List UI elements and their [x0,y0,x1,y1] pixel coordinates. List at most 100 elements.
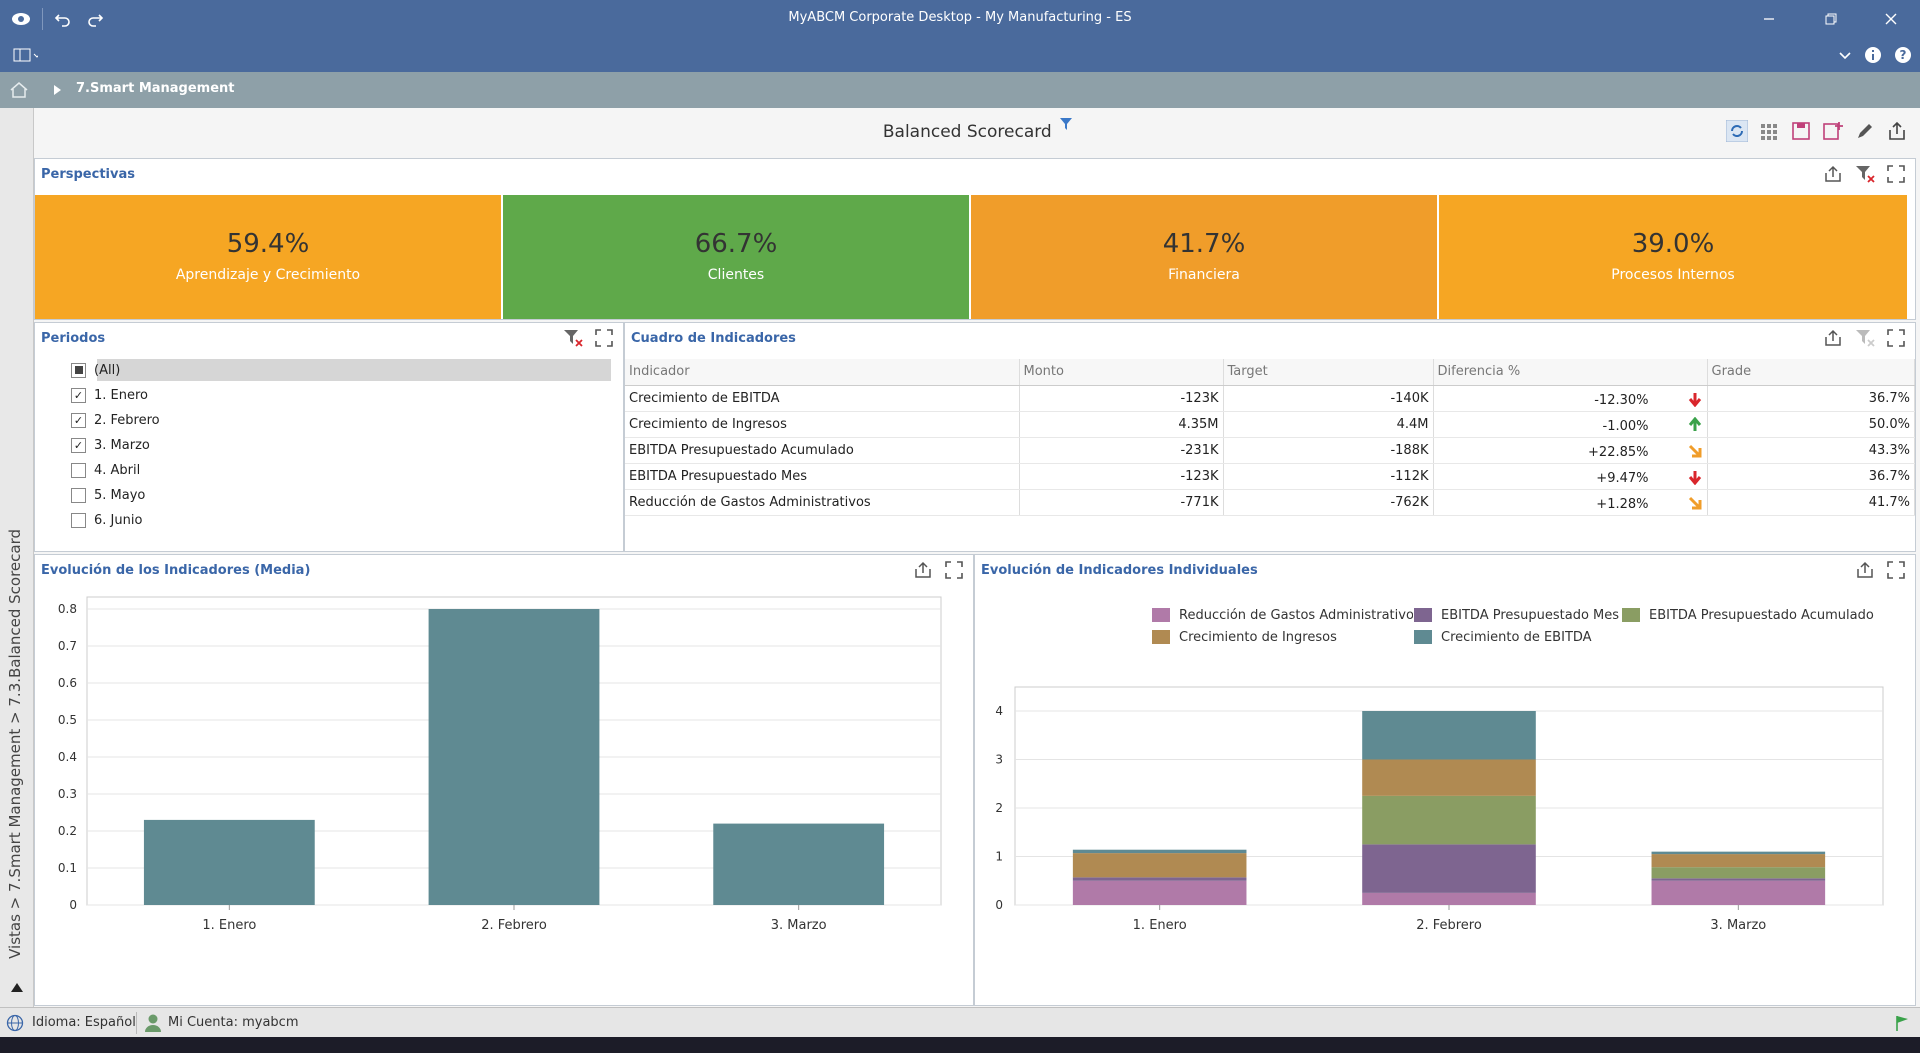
period-checkbox[interactable] [71,512,86,528]
y-tick-label: 0 [995,898,1003,912]
maximize-icon[interactable] [945,561,963,583]
legend-item[interactable]: EBITDA Presupuestado Mes [1413,607,1619,623]
column-header[interactable]: Monto [1019,359,1224,386]
maximize-icon[interactable] [1887,329,1905,351]
stacked-bar-segment[interactable] [1362,795,1536,845]
user-icon[interactable] [144,1013,162,1037]
stacked-bar-segment[interactable] [1651,878,1826,881]
help-icon[interactable]: ? [1890,42,1916,68]
period-checkbox[interactable] [71,487,86,503]
restore-icon[interactable] [1818,6,1844,32]
maximize-icon[interactable] [1887,165,1905,187]
maximize-icon[interactable] [1887,561,1905,583]
x-tick-label: 3. Marzo [1710,918,1766,933]
table-row[interactable]: Reducción de Gastos Administrativos -771K… [625,489,1915,516]
flag-icon[interactable] [1894,1014,1910,1036]
info-icon[interactable] [1860,42,1886,68]
grid-icon[interactable] [1758,120,1780,146]
table-row[interactable]: Crecimiento de EBITDA -123K -140K -12.30% 36… [625,385,1915,412]
undo-icon[interactable] [50,6,76,32]
breadcrumb[interactable]: 7.Smart Management [76,81,235,96]
bar[interactable] [428,609,600,905]
table-row[interactable]: EBITDA Presupuestado Mes -123K -112K +9.47%… [625,463,1915,490]
account-label[interactable]: Mi Cuenta: myabcm [168,1015,299,1030]
legend-item[interactable]: Crecimiento de Ingresos [1151,629,1337,645]
table-row[interactable]: Crecimiento de Ingresos 4.35M 4.4M -1.00% 50… [625,411,1915,438]
period-item[interactable]: ✓ 1. Enero [71,384,148,406]
export-icon[interactable] [1886,120,1908,146]
stacked-bar-segment[interactable] [1072,849,1247,854]
perspective-card[interactable]: 59.4% Aprendizaje y Crecimiento [35,195,503,319]
filter-icon[interactable] [1059,116,1073,136]
legend-item[interactable]: EBITDA Presupuestado Acumulado [1621,607,1874,623]
export-icon[interactable] [913,561,933,583]
period-item[interactable]: (All) [71,359,120,381]
indicator-name: EBITDA Presupuestado Acumulado [625,437,1020,464]
stacked-bar-segment[interactable] [1362,711,1536,760]
globe-icon[interactable] [6,1014,24,1036]
maximize-icon[interactable] [595,329,613,351]
refresh-icon[interactable] [1725,119,1749,146]
perspective-card[interactable]: 66.7% Clientes [503,195,971,319]
period-item[interactable]: ✓ 2. Febrero [71,409,160,431]
legend-item[interactable]: Reducción de Gastos Administrativos [1151,607,1421,623]
save-as-icon[interactable] [1822,120,1844,146]
stacked-bar-segment[interactable] [1651,854,1826,868]
period-item[interactable]: 4. Abril [71,459,140,481]
redo-icon[interactable] [82,6,108,32]
stacked-bar-segment[interactable] [1072,877,1247,881]
y-tick-label: 0.1 [58,861,77,875]
period-item[interactable]: ✓ 3. Marzo [71,434,150,456]
period-checkbox[interactable]: ✓ [71,412,86,428]
period-checkbox[interactable] [71,362,86,378]
indicator-name: EBITDA Presupuestado Mes [625,463,1020,490]
column-header[interactable]: Diferencia % [1433,359,1708,386]
language-label[interactable]: Idioma: Español [32,1015,136,1030]
period-checkbox[interactable]: ✓ [71,387,86,403]
dashboard-title-text: Balanced Scorecard [882,122,1052,142]
perspective-card[interactable]: 39.0% Procesos Internos [1439,195,1909,319]
collapse-up-icon[interactable] [10,978,24,997]
period-item[interactable]: 5. Mayo [71,484,145,506]
stacked-bar-segment[interactable] [1651,851,1826,855]
legend-label: Crecimiento de EBITDA [1441,629,1592,645]
chevron-down-icon[interactable] [1832,42,1858,68]
clear-filter-icon[interactable] [1855,329,1875,351]
bar[interactable] [713,823,885,905]
minimize-icon[interactable] [1756,6,1782,32]
stacked-bar-segment[interactable] [1362,844,1536,893]
stacked-bar-segment[interactable] [1651,880,1826,905]
column-header[interactable]: Indicador [625,359,1020,386]
clear-filter-icon[interactable] [563,329,583,351]
close-icon[interactable] [1878,6,1904,32]
expand-arrow-icon[interactable] [44,77,70,103]
period-checkbox[interactable] [71,462,86,478]
column-header[interactable]: Grade [1707,359,1915,386]
edit-icon[interactable] [1854,120,1876,146]
column-header[interactable]: Target [1223,359,1434,386]
layout-menu-icon[interactable] [12,42,38,68]
period-item[interactable]: 6. Junio [71,509,142,531]
stacked-bar-segment[interactable] [1072,880,1247,905]
perspective-value: 41.7% [1162,229,1246,259]
period-label: (All) [94,362,121,378]
clear-filter-icon[interactable] [1855,165,1875,187]
perspective-card[interactable]: 41.7% Financiera [971,195,1439,319]
bar[interactable] [143,819,315,905]
stacked-bar-segment[interactable] [1072,853,1247,878]
stacked-bar-segment[interactable] [1362,892,1536,905]
table-row[interactable]: EBITDA Presupuestado Acumulado -231K -188K… [625,437,1915,464]
legend-item[interactable]: Crecimiento de EBITDA [1413,629,1592,645]
stacked-bar-segment[interactable] [1362,759,1536,796]
period-checkbox[interactable]: ✓ [71,437,86,453]
indicator-name: Crecimiento de EBITDA [625,385,1020,412]
export-icon[interactable] [1823,165,1843,187]
title-bar: MyABCM Corporate Desktop - My Manufactur… [0,0,1920,38]
export-icon[interactable] [1855,561,1875,583]
home-icon[interactable] [6,77,32,103]
trend-arrow-icon [1687,416,1703,437]
stacked-bar-segment[interactable] [1651,867,1826,879]
save-icon[interactable] [1790,120,1812,146]
difference-text: -12.30% [1594,393,1649,408]
export-icon[interactable] [1823,329,1843,351]
